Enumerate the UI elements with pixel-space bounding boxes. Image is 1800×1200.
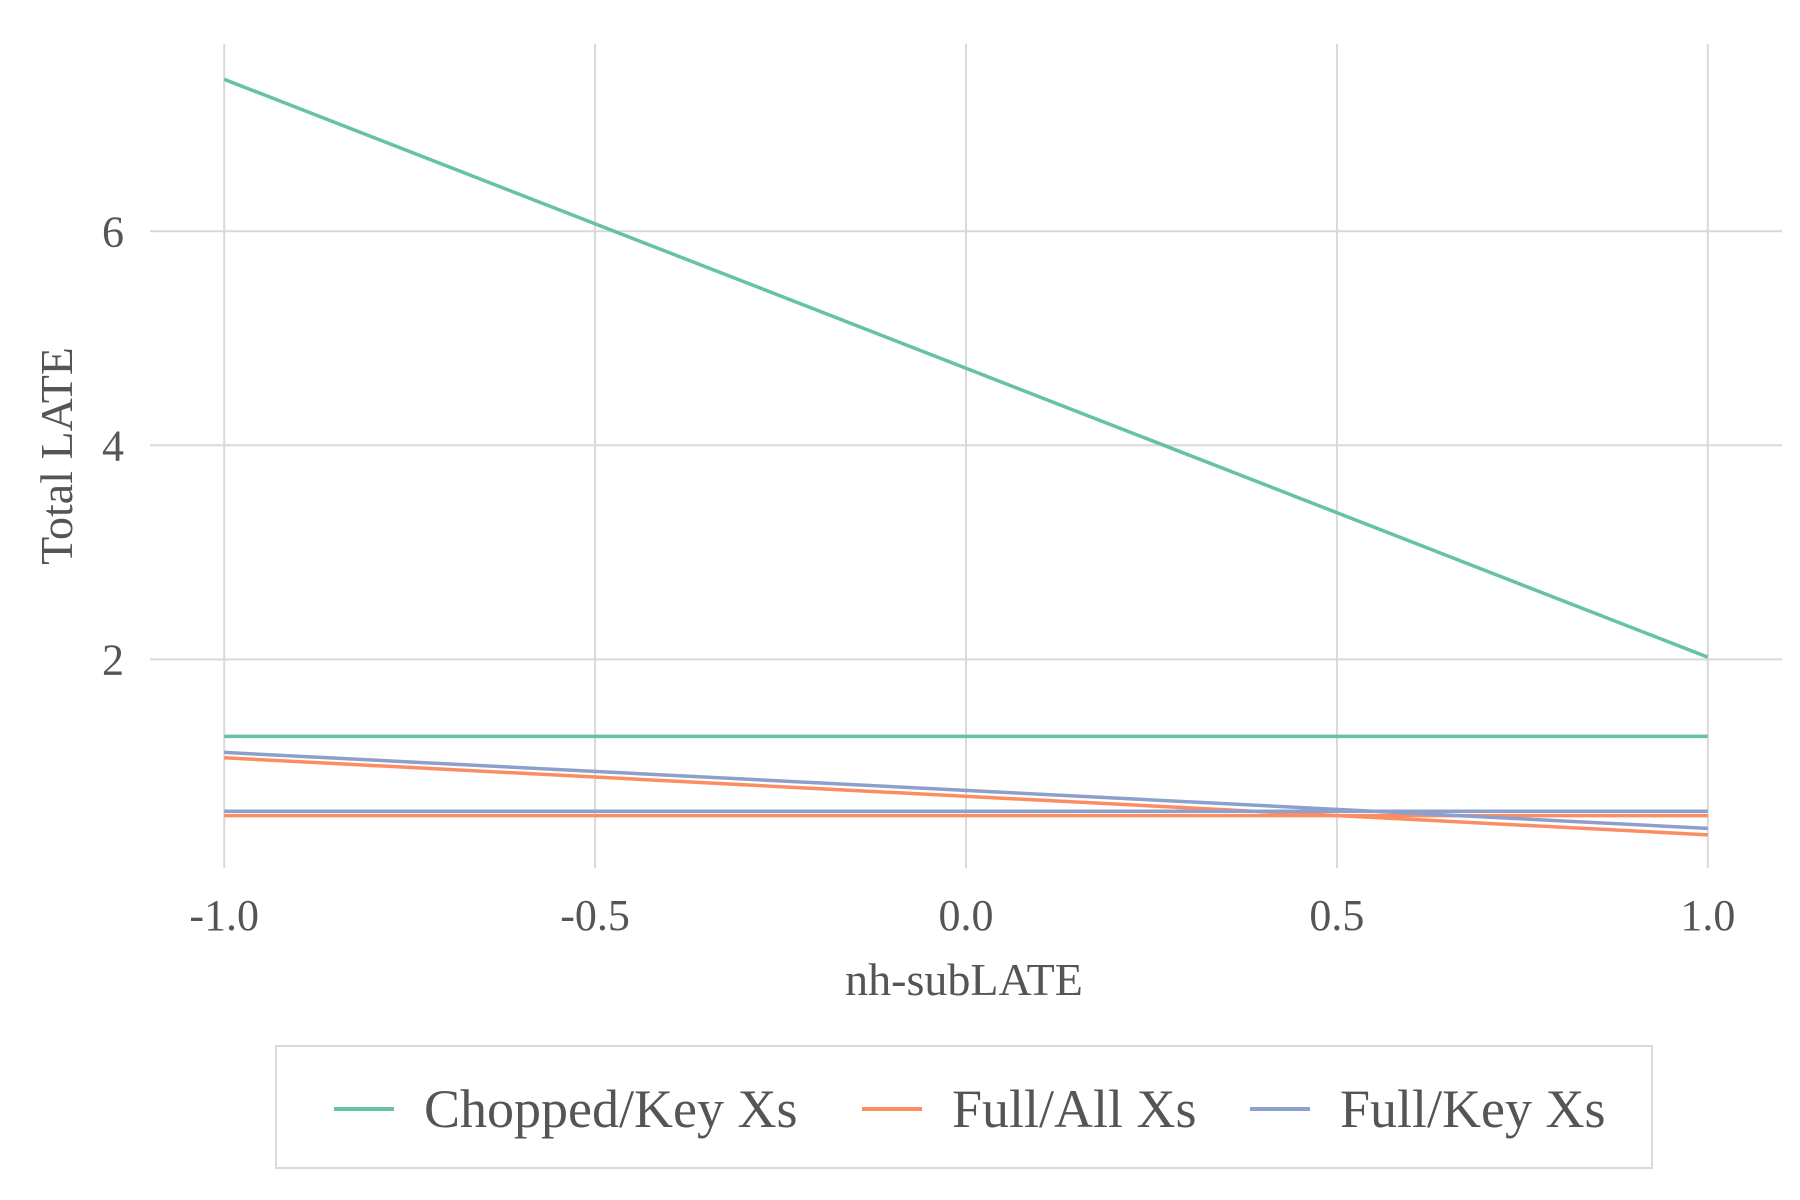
legend-box	[275, 1045, 1653, 1169]
x-tick-label: 1.0	[1680, 891, 1735, 940]
series-line-full-key-xs	[224, 750, 1708, 831]
x-tick-labels: -1.0 -0.5 0.0 0.5 1.0	[189, 891, 1735, 940]
series-lines	[223, 77, 1709, 837]
legend-item: Chopped/Key Xs	[334, 1079, 797, 1139]
legend-item: Full/All Xs	[862, 1079, 1197, 1139]
legend: Chopped/Key Xs Full/All Xs Full/Key Xs	[275, 1045, 1653, 1169]
legend-label: Full/Key Xs	[1340, 1079, 1606, 1139]
x-axis-title: nh-subLATE	[845, 954, 1083, 1005]
series-line-full-all-xs	[224, 756, 1708, 837]
legend-item: Full/Key Xs	[1250, 1079, 1606, 1139]
x-tick-label: 0.5	[1309, 891, 1364, 940]
x-tick-label: -0.5	[560, 891, 630, 940]
x-tick-label: 0.0	[939, 891, 994, 940]
y-axis-title: Total LATE	[31, 347, 82, 565]
legend-label: Full/All Xs	[952, 1079, 1197, 1139]
series-line-chopped-key-xs	[223, 77, 1709, 659]
legend-label: Chopped/Key Xs	[424, 1079, 797, 1139]
y-tick-label: 2	[102, 635, 124, 684]
x-tick-label: -1.0	[189, 891, 259, 940]
y-tick-labels: 2 4 6	[102, 207, 124, 684]
grid	[150, 44, 1782, 868]
y-tick-label: 6	[102, 207, 124, 256]
y-tick-label: 4	[102, 421, 124, 470]
